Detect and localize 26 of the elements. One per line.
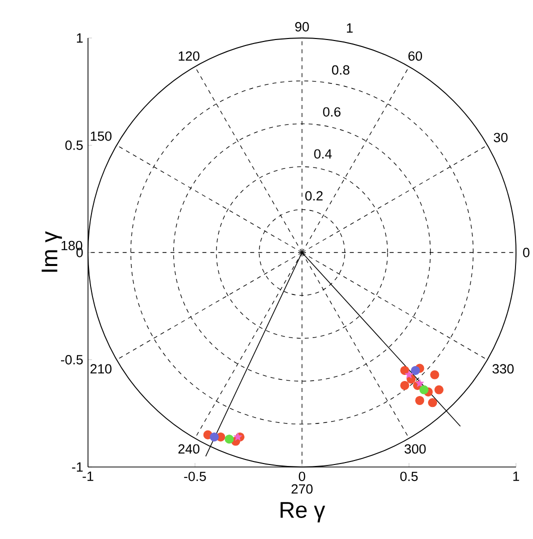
y-tick-label: 0.6	[323, 107, 340, 117]
y-tick-label: -1	[72, 462, 83, 472]
spoke-label: 300	[404, 444, 426, 454]
spoke-label: 60	[408, 51, 422, 61]
spoke-label: 120	[178, 51, 200, 61]
spoke-label: 150	[90, 131, 112, 141]
y-tick-label: 0.2	[305, 191, 323, 201]
y-tick-label: 1	[76, 33, 83, 43]
spoke-label: 270	[292, 484, 313, 494]
y-tick-label: 0.5	[65, 140, 83, 150]
spoke-label: 30	[494, 132, 508, 142]
x-tick-label: 1	[513, 472, 520, 481]
x-tick-label: -0.5	[184, 472, 206, 482]
spoke-label: 0	[523, 248, 530, 258]
x-axis-title: Re γ	[280, 502, 326, 522]
x-tick-label: 0	[298, 472, 306, 482]
spoke-label: 240	[178, 444, 200, 454]
y-axis-title: Im γ	[42, 231, 62, 272]
y-tick-label: 0.4	[314, 149, 332, 159]
x-tick-label: -1	[82, 472, 94, 481]
y-tick-label: 0.8	[332, 65, 350, 75]
spoke-label: 210	[90, 364, 112, 374]
x-tick-label: 0.5	[400, 472, 418, 482]
spoke-label: 90	[295, 22, 309, 32]
spoke-label: 330	[492, 364, 514, 374]
y-tick-label: -0.5	[61, 355, 83, 364]
